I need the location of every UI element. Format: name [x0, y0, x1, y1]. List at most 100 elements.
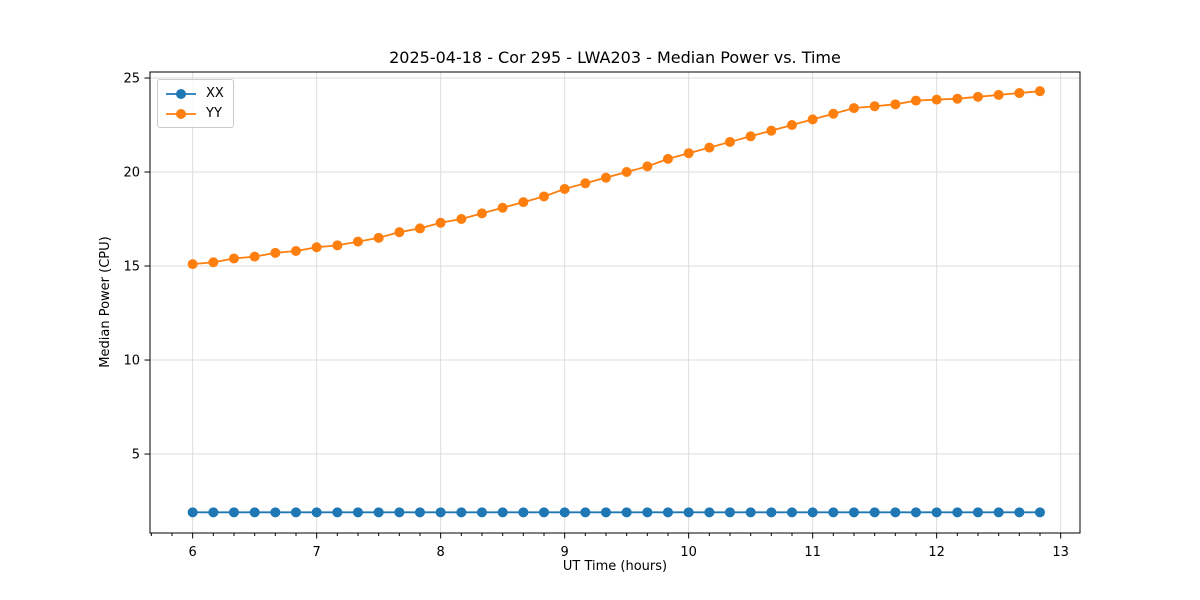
marker-yy-14 [476, 208, 487, 219]
marker-xx-30 [807, 507, 818, 518]
marker-xx-3 [249, 507, 260, 518]
y-tick-label-25: 25 [123, 72, 140, 87]
marker-xx-32 [848, 507, 859, 518]
marker-yy-33 [869, 101, 880, 112]
marker-yy-35 [910, 95, 921, 106]
marker-xx-26 [724, 507, 735, 518]
marker-yy-13 [456, 214, 467, 225]
marker-xx-16 [518, 507, 529, 518]
x-tick-label-8: 8 [437, 545, 445, 560]
marker-xx-38 [972, 507, 983, 518]
marker-yy-29 [786, 120, 797, 131]
marker-xx-8 [352, 507, 363, 518]
marker-xx-1 [208, 507, 219, 518]
marker-xx-39 [993, 507, 1004, 518]
x-tick-label-13: 13 [1052, 545, 1069, 560]
marker-yy-2 [228, 253, 239, 264]
marker-yy-32 [848, 103, 859, 114]
marker-xx-4 [270, 507, 281, 518]
y-tick-label-5: 5 [132, 448, 140, 463]
y-tick-label-15: 15 [123, 260, 140, 275]
marker-yy-38 [972, 91, 983, 102]
legend: XX YY [157, 79, 234, 128]
legend-label-xx: XX [206, 86, 224, 101]
marker-xx-19 [580, 507, 591, 518]
marker-yy-7 [332, 240, 343, 251]
marker-yy-5 [290, 245, 301, 256]
marker-xx-22 [642, 507, 653, 518]
marker-xx-13 [456, 507, 467, 518]
marker-yy-0 [187, 259, 198, 270]
marker-xx-23 [662, 507, 673, 518]
legend-line-yy-icon [166, 108, 196, 119]
marker-yy-30 [807, 114, 818, 125]
marker-xx-24 [683, 507, 694, 518]
marker-xx-28 [766, 507, 777, 518]
legend-item-yy: YY [165, 104, 224, 123]
marker-xx-6 [311, 507, 322, 518]
x-tick-label-10: 10 [680, 545, 697, 560]
marker-xx-7 [332, 507, 343, 518]
marker-yy-25 [704, 142, 715, 153]
marker-xx-5 [290, 507, 301, 518]
marker-xx-40 [1014, 507, 1025, 518]
marker-xx-11 [414, 507, 425, 518]
marker-yy-37 [952, 93, 963, 104]
x-tick-label-11: 11 [804, 545, 821, 560]
legend-item-xx: XX [165, 84, 224, 103]
marker-xx-41 [1034, 507, 1045, 518]
marker-xx-17 [538, 507, 549, 518]
marker-xx-20 [600, 507, 611, 518]
marker-yy-27 [745, 131, 756, 142]
marker-xx-9 [373, 507, 384, 518]
axes-frame [149, 71, 1081, 534]
marker-yy-16 [518, 197, 529, 208]
marker-xx-18 [559, 507, 570, 518]
marker-yy-34 [890, 99, 901, 110]
marker-yy-28 [766, 125, 777, 136]
marker-yy-23 [662, 153, 673, 164]
marker-yy-1 [208, 257, 219, 268]
marker-xx-33 [869, 507, 880, 518]
marker-xx-37 [952, 507, 963, 518]
marker-yy-6 [311, 242, 322, 253]
x-tick-label-9: 9 [561, 545, 569, 560]
marker-xx-0 [187, 507, 198, 518]
marker-yy-24 [683, 148, 694, 159]
marker-xx-25 [704, 507, 715, 518]
marker-yy-4 [270, 247, 281, 258]
y-tick-label-10: 10 [123, 354, 140, 369]
marker-yy-22 [642, 161, 653, 172]
marker-yy-15 [497, 202, 508, 213]
marker-yy-3 [249, 251, 260, 262]
marker-yy-20 [600, 172, 611, 183]
marker-xx-36 [931, 507, 942, 518]
marker-xx-34 [890, 507, 901, 518]
marker-yy-10 [394, 227, 405, 238]
marker-yy-8 [352, 236, 363, 247]
marker-yy-36 [931, 94, 942, 105]
marker-yy-9 [373, 232, 384, 243]
marker-xx-21 [621, 507, 632, 518]
marker-xx-10 [394, 507, 405, 518]
y-tick-label-20: 20 [123, 166, 140, 181]
marker-xx-15 [497, 507, 508, 518]
marker-yy-31 [828, 108, 839, 119]
marker-xx-2 [228, 507, 239, 518]
marker-yy-26 [724, 136, 735, 147]
legend-label-yy: YY [206, 106, 222, 121]
legend-line-xx-icon [166, 88, 196, 99]
series-line-yy [192, 90, 1041, 266]
marker-yy-18 [559, 183, 570, 194]
chart-title: 2025-04-18 - Cor 295 - LWA203 - Median P… [389, 48, 841, 67]
marker-xx-27 [745, 507, 756, 518]
marker-xx-12 [435, 507, 446, 518]
x-tick-label-7: 7 [313, 545, 321, 560]
x-axis-label: UT Time (hours) [562, 559, 668, 574]
marker-xx-14 [476, 507, 487, 518]
marker-yy-40 [1014, 88, 1025, 99]
marker-xx-31 [828, 507, 839, 518]
x-tick-label-6: 6 [189, 545, 197, 560]
